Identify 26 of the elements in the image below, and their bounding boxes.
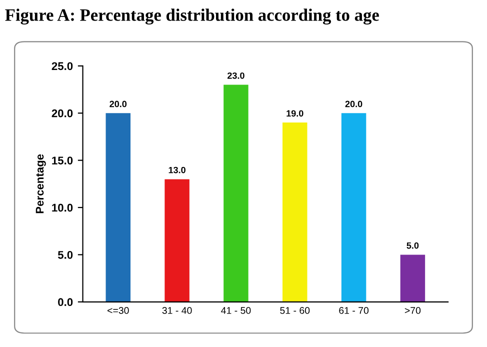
x-tick-label: 51 - 60 xyxy=(280,307,310,314)
y-axis-title: Percentage xyxy=(36,154,46,214)
y-tick-label: 0.0 xyxy=(58,298,73,306)
data-label: 5.0 xyxy=(406,242,419,249)
data-label: 23.0 xyxy=(227,72,244,79)
x-tick-label: 61 - 70 xyxy=(339,307,369,314)
data-label: 13.0 xyxy=(168,166,186,174)
bar xyxy=(164,179,190,302)
x-tick-label: <=30 xyxy=(108,307,129,314)
y-tick-label: 5.0 xyxy=(58,250,73,259)
bar xyxy=(341,113,366,302)
y-tick-label: 25.0 xyxy=(52,62,73,70)
data-label: 20.0 xyxy=(110,100,127,108)
bar xyxy=(224,84,248,302)
x-tick-label: >70 xyxy=(404,307,421,314)
chart-title: Figure A: Percentage distribution according to age xyxy=(5,8,379,25)
x-tick-label: 41 - 50 xyxy=(221,307,251,314)
y-tick-label: 10.0 xyxy=(52,204,73,212)
y-tick-label: 15.0 xyxy=(52,156,73,164)
bar xyxy=(106,113,131,302)
x-tick-label: 31 - 40 xyxy=(162,307,192,314)
bar xyxy=(400,254,426,302)
bar xyxy=(282,122,308,302)
data-label: 20.0 xyxy=(345,100,362,108)
y-tick-label: 20.0 xyxy=(52,109,73,118)
data-label: 19.0 xyxy=(286,110,304,117)
